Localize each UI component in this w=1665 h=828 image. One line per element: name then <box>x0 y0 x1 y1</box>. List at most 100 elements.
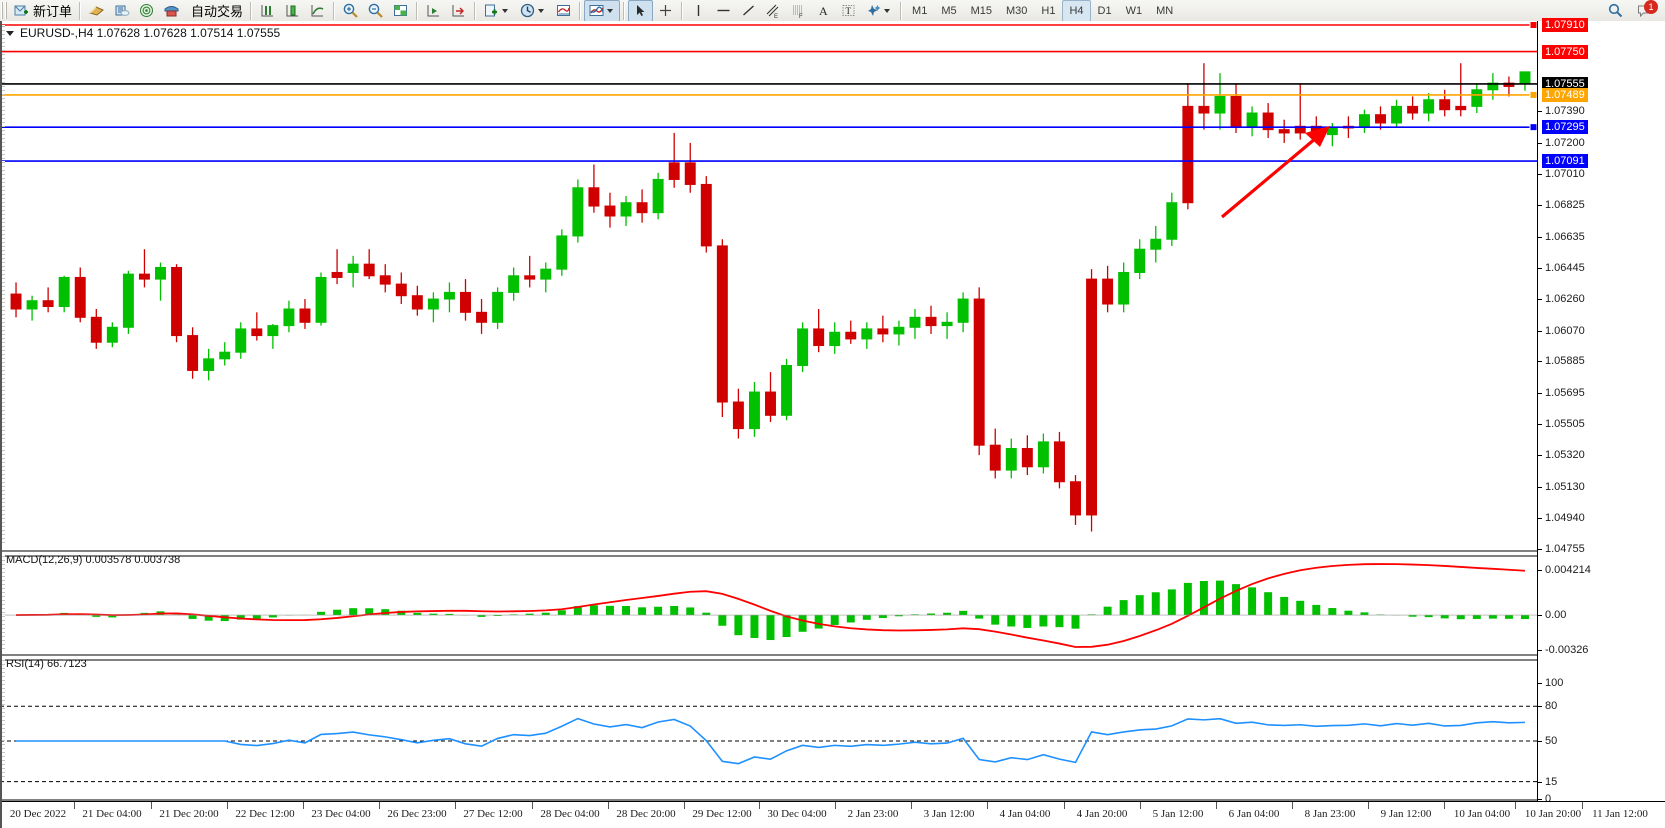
candle <box>1358 109 1370 133</box>
new-order-icon <box>13 2 30 19</box>
timeframe-m1-button[interactable]: M1 <box>912 4 928 17</box>
timeframe-m5-button[interactable]: M5 <box>941 4 957 17</box>
rsi-indicator-label[interactable]: RSI(14) 66.7123 <box>6 658 87 670</box>
indicators-button[interactable] <box>255 0 280 22</box>
time-tick <box>227 802 228 809</box>
zoom-out-icon <box>367 2 384 19</box>
chart-symbol-header[interactable]: EURUSD-,H4 1.07628 1.07628 1.07514 1.075… <box>6 26 280 40</box>
candle <box>716 239 728 417</box>
toolbar-separator <box>79 1 82 20</box>
timeframe-m15-button[interactable]: M15 <box>970 4 992 17</box>
alerts-button[interactable]: 1 <box>1632 0 1658 22</box>
equidistant-channel-button[interactable]: E <box>761 0 786 22</box>
candle <box>1246 106 1258 137</box>
template-add-icon <box>483 2 500 19</box>
time-tick <box>835 802 836 809</box>
candle <box>42 287 54 313</box>
fibonacci-button[interactable]: F <box>786 0 811 22</box>
timeframe-d1-button[interactable]: D1 <box>1097 4 1112 17</box>
price-tick <box>1538 330 1542 332</box>
timeframe-m30-button[interactable]: M30 <box>1006 4 1028 17</box>
candle <box>1070 475 1081 525</box>
zoom-out-button[interactable] <box>363 0 388 22</box>
period-button[interactable] <box>515 0 551 22</box>
history-icon <box>88 2 105 19</box>
bullish-trend-arrow[interactable] <box>1220 126 1330 219</box>
timeframe-h1-button[interactable]: H1 <box>1041 4 1056 17</box>
chevron-down-icon[interactable] <box>538 8 545 13</box>
data-window-icon <box>284 2 301 19</box>
data-window-button[interactable] <box>280 0 305 22</box>
market-icon <box>163 2 180 19</box>
time-axis-label: 2 Jan 23:00 <box>847 808 899 820</box>
auto-scroll-button[interactable] <box>421 0 446 22</box>
chart-menu-arrow-icon[interactable] <box>6 30 14 36</box>
cursor-button[interactable] <box>628 0 654 22</box>
price-tick <box>1538 549 1542 550</box>
chart-grid-button[interactable] <box>388 0 413 22</box>
vertical-line-button[interactable] <box>686 0 711 22</box>
toolbar-grip[interactable] <box>1 2 7 19</box>
vertical-line-icon <box>690 2 707 19</box>
chart-type-button[interactable] <box>584 0 621 22</box>
time-scale[interactable]: 20 Dec 2022 21 Dec 04:00 21 Dec 20:00 22 De… <box>0 801 1665 828</box>
trendline-button[interactable] <box>736 0 761 22</box>
chevron-down-icon[interactable] <box>884 8 891 13</box>
publish-button[interactable] <box>109 0 134 22</box>
axis-tick <box>1538 615 1542 617</box>
chart-area[interactable]: EURUSD-,H4 1.07628 1.07628 1.07514 1.075… <box>0 18 1665 828</box>
candle <box>1134 239 1146 280</box>
horizontal-line-button[interactable] <box>711 0 736 22</box>
shapes-button[interactable] <box>861 0 897 22</box>
chart-canvas[interactable] <box>0 21 1665 828</box>
text-label-button[interactable]: T <box>836 0 861 22</box>
timeframe-w1-button[interactable]: W1 <box>1125 4 1143 17</box>
crosshair-button[interactable] <box>653 0 678 22</box>
macd-indicator-label[interactable]: MACD(12,26,9) 0.003578 0.003738 <box>6 554 181 566</box>
chart-scroll-grip-rsi[interactable] <box>1 659 5 779</box>
price-line-handle[interactable] <box>1529 123 1538 132</box>
price-tick <box>1538 486 1542 488</box>
chevron-down-icon[interactable] <box>607 8 614 13</box>
candle <box>315 272 327 326</box>
toolbar-separator <box>623 1 626 20</box>
zoom-in-button[interactable] <box>338 0 363 22</box>
price-scale[interactable]: 1.07910 1.07750 1.07555 1.07489 1.07390 1.072… <box>1537 18 1665 828</box>
price-axis-label: 1.05695 <box>1545 386 1585 399</box>
autotrading-button[interactable]: 自动交易 <box>184 0 247 22</box>
new-order-button[interactable]: 新订单 <box>9 0 76 22</box>
candle <box>1503 76 1515 97</box>
text-button[interactable]: A <box>811 0 836 22</box>
price-line-handle[interactable] <box>1529 21 1538 29</box>
candle <box>1294 83 1306 140</box>
history-button[interactable] <box>84 0 109 22</box>
navigator-button[interactable] <box>305 0 330 22</box>
objects-list-button[interactable] <box>551 0 576 22</box>
candle <box>299 299 311 329</box>
price-tick <box>1538 518 1542 520</box>
candle <box>267 323 279 349</box>
chevron-down-icon[interactable] <box>502 8 509 13</box>
candle <box>1214 73 1226 130</box>
timeframe-group: M1 M5 M15 M30 H1 H4 D1 W1 MN <box>905 0 1180 22</box>
time-tick <box>987 802 988 809</box>
chart-scroll-grip-macd[interactable] <box>1 555 5 651</box>
chart-scroll-grip-top[interactable] <box>1 25 5 545</box>
timeframe-h4-button[interactable]: H4 <box>1062 0 1091 22</box>
market-button[interactable] <box>159 0 184 22</box>
clock-icon <box>519 2 536 19</box>
autotrading-label: 自动交易 <box>191 5 244 20</box>
candle <box>1375 106 1386 130</box>
candle <box>925 305 937 334</box>
templates-button[interactable] <box>479 0 515 22</box>
chart-shift-button[interactable] <box>446 0 471 22</box>
price-axis-label: 1.06635 <box>1545 230 1585 243</box>
candle <box>443 282 455 313</box>
chart-grid-icon <box>392 2 409 19</box>
candle <box>74 267 86 323</box>
price-line-handle[interactable] <box>1529 90 1538 99</box>
signals-button[interactable] <box>134 0 159 22</box>
timeframe-mn-button[interactable]: MN <box>1156 4 1174 17</box>
search-button[interactable] <box>1603 0 1628 22</box>
time-axis-label: 8 Jan 23:00 <box>1304 808 1356 820</box>
